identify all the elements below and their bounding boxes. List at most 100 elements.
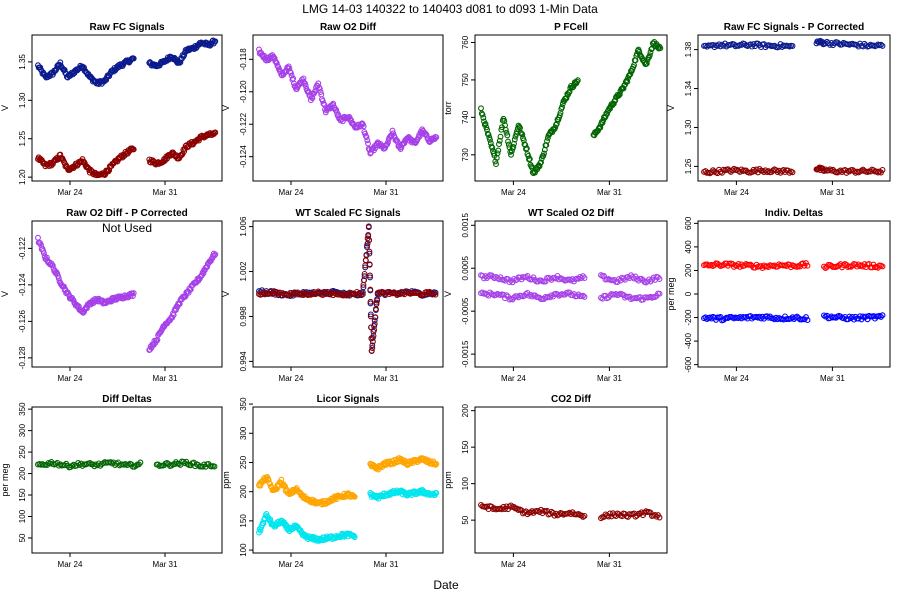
data-point [57,59,64,66]
data-point [130,146,137,153]
y-tick-label: 350 [18,402,27,416]
y-axis-label: V [221,105,231,111]
data-point [526,156,533,162]
y-tick-label: -600 [684,356,693,373]
x-tick-label: Mar 31 [820,374,845,383]
data-point [879,263,886,270]
data-point [49,161,56,168]
y-tick-label: -0.122 [239,112,248,135]
data-point [494,150,501,157]
data-point [581,293,588,300]
y-tick-label: 1.25 [18,130,27,146]
data-point [373,301,380,308]
data-point [510,144,517,150]
data-point [504,132,511,139]
x-tick-label: Mar 31 [374,374,399,383]
data-point [180,458,187,465]
data-point [647,509,654,516]
y-tick-label: 150 [239,514,248,528]
data-point [621,82,628,89]
data-point [263,510,270,517]
data-point [597,124,604,131]
data-point [879,312,886,319]
panel-2: Raw O2 Diff V -0.124 -0.122 -0.120 -0.118 Mar … [221,22,444,197]
x-tick-label: Mar 31 [597,560,622,569]
data-point [511,136,518,143]
data-point [284,523,291,530]
data-point [362,257,369,264]
y-tick-label: 760 [461,35,470,49]
plot-frame [31,34,223,182]
y-tick-label: -0.0005 [461,297,470,325]
panel-title: WT Scaled O2 Diff [528,208,615,219]
y-tick-label: -0.126 [18,309,27,332]
data-point [574,77,581,84]
data-point [503,129,510,136]
data-point [274,62,281,69]
data-point [49,262,56,269]
data-point [372,314,379,321]
panel-3: P FCell torr 730 740 750 760 Mar 24 Mar 31 [443,22,668,197]
data-point [366,250,373,257]
data-point [401,140,408,147]
data-point [543,142,550,149]
data-point [371,317,378,324]
panel-title: Licor Signals [317,394,380,405]
data-point [367,311,374,318]
data-point [638,275,645,282]
x-tick-label: Mar 31 [153,560,178,569]
data-point [512,133,519,140]
data-point [493,161,499,168]
data-point [557,109,564,116]
data-point [68,165,75,172]
y-tick-label: 300 [239,426,248,440]
panel-title: WT Scaled FC Signals [295,208,400,219]
x-tick-label: Mar 24 [501,560,526,569]
data-point [176,300,183,307]
data-point [267,289,274,295]
figure-title: LMG 14-03 140322 to 140403 d081 to d093 … [302,2,598,16]
data-point [827,166,833,173]
data-point [360,123,367,130]
panel-title: P FCell [554,22,588,33]
panel-5: Raw O2 Diff - P Corrected Not Used V -0.128… [0,208,223,383]
y-tick-label: 740 [461,110,470,124]
plot-frame [474,34,668,182]
data-point [656,276,663,282]
y-axis-label: per meg [0,463,10,496]
data-point [364,242,370,249]
data-point [374,297,381,304]
data-point [366,248,373,255]
plot-area [256,223,439,354]
data-point [479,289,486,296]
plot-frame [697,34,891,182]
plot-frame [474,406,668,554]
data-point [173,306,179,313]
data-point [267,480,274,487]
x-tick-label: Mar 31 [153,188,178,197]
plot-frame [252,220,444,368]
data-point [211,463,218,470]
data-point [789,43,796,49]
panel-title: Diff Deltas [102,394,152,405]
y-axis-label: V [0,291,10,297]
data-point [508,502,514,509]
data-point [492,158,499,165]
data-point [366,237,373,244]
data-point [368,347,375,354]
y-tick-label: -0.124 [18,273,27,296]
data-point [80,309,87,316]
data-point [367,274,373,281]
data-point [610,100,617,107]
data-point [432,461,439,468]
y-tick-label: 0.994 [239,351,248,372]
y-tick-label: -0.128 [18,346,27,369]
data-point [878,41,884,48]
panel-6: WT Scaled FC Signals V 0.994 0.998 1.002 1.00… [221,208,444,383]
x-tick-label: Mar 24 [724,374,749,383]
data-point [359,120,366,127]
y-tick-label: -0.0015 [461,340,470,368]
data-point [566,88,573,95]
panel-8: Indiv. Deltas per meg -600 -400 -200 0 200 400 6… [666,208,891,383]
data-point [376,142,383,149]
